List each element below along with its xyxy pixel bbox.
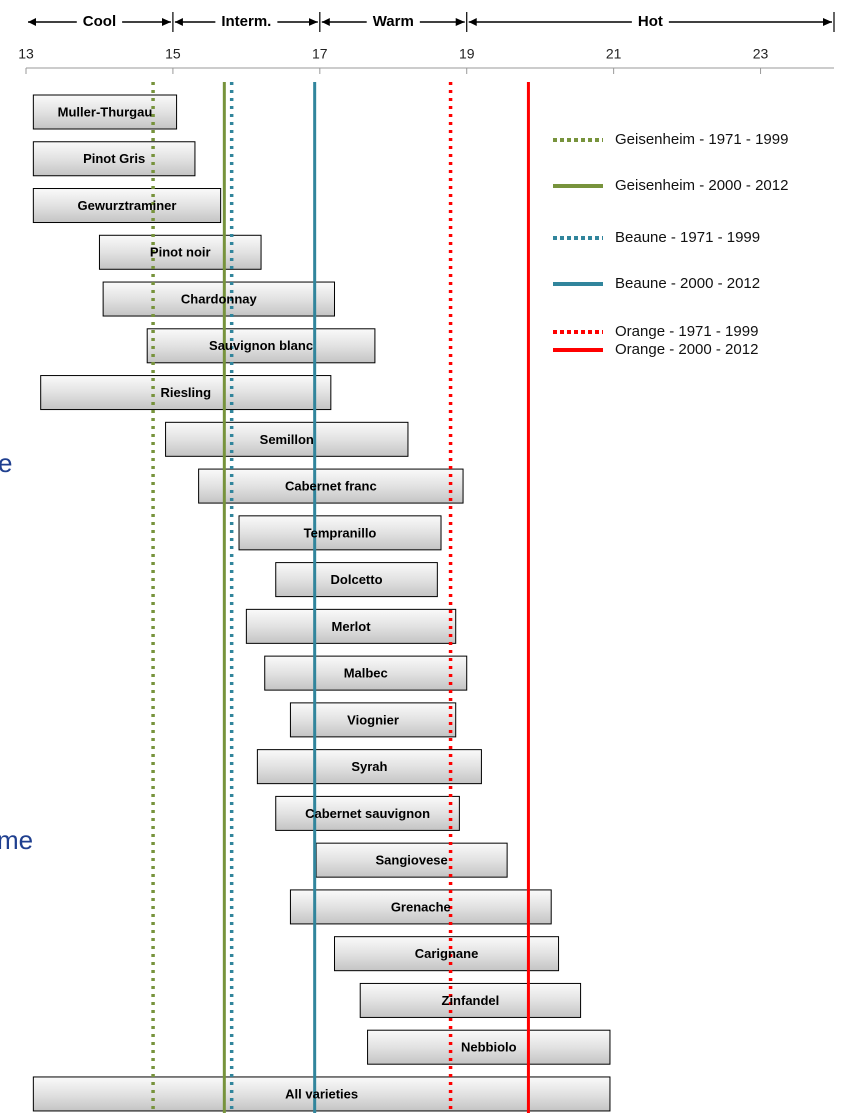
bar xyxy=(146,328,376,364)
bar xyxy=(334,936,560,972)
x-tick-label: 19 xyxy=(459,46,475,62)
bar-label: Chardonnay xyxy=(181,291,258,306)
legend-label: Orange - 2000 - 2012 xyxy=(615,341,758,358)
side-fragment: e xyxy=(0,448,12,478)
legend-label: Geisenheim - 2000 - 2012 xyxy=(615,177,788,194)
bar xyxy=(32,1076,611,1112)
bar xyxy=(275,795,460,831)
bar xyxy=(289,889,552,925)
bar-label: Carignane xyxy=(415,946,479,961)
bar xyxy=(198,468,464,504)
bar-label: Viognier xyxy=(347,712,399,727)
band-label-bg xyxy=(631,12,669,32)
bar xyxy=(289,702,457,738)
bar xyxy=(275,562,438,598)
band-label-bg xyxy=(215,12,278,32)
bar-label: Pinot noir xyxy=(150,245,211,260)
bar-label: Gewurztraminer xyxy=(78,198,177,213)
bar-label: Grenache xyxy=(391,899,451,914)
bar-label: Riesling xyxy=(160,385,211,400)
bar-label: Zinfandel xyxy=(442,993,500,1008)
bar-label: Sauvignon blanc xyxy=(209,338,313,353)
legend-label: Orange - 1971 - 1999 xyxy=(615,323,758,340)
bar xyxy=(359,982,582,1018)
bar-label: Muller-Thurgau xyxy=(58,104,153,119)
bar xyxy=(245,608,457,644)
legend-label: Geisenheim - 1971 - 1999 xyxy=(615,131,788,148)
x-tick-label: 13 xyxy=(18,46,34,62)
bar-label: Pinot Gris xyxy=(83,151,145,166)
bar xyxy=(238,515,442,551)
bar xyxy=(367,1029,611,1065)
bar-label: Syrah xyxy=(351,759,387,774)
band-label-bg xyxy=(366,12,420,32)
band-label: Hot xyxy=(638,13,663,30)
bar-label: Malbec xyxy=(344,666,388,681)
bar xyxy=(264,655,468,691)
band-label: Interm. xyxy=(221,13,271,30)
x-tick-label: 15 xyxy=(165,46,181,62)
bar-label: Semillon xyxy=(260,432,314,447)
x-tick-label: 21 xyxy=(606,46,622,62)
bar xyxy=(315,842,508,878)
bar xyxy=(32,141,196,177)
bar-label: All varieties xyxy=(285,1086,358,1101)
bar-label: Cabernet sauvignon xyxy=(305,806,430,821)
bar-label: Cabernet franc xyxy=(285,479,377,494)
bar-label: Nebbiolo xyxy=(461,1040,517,1055)
band-label: Warm xyxy=(373,13,414,30)
bar xyxy=(32,188,222,224)
x-tick-label: 23 xyxy=(753,46,769,62)
bar xyxy=(165,421,409,457)
side-fragment: me xyxy=(0,825,33,855)
bar-label: Merlot xyxy=(332,619,372,634)
band-label-bg xyxy=(76,12,123,32)
bar-label: Sangiovese xyxy=(376,853,448,868)
bar-label: Tempranillo xyxy=(304,525,377,540)
bar xyxy=(40,375,332,411)
legend-label: Beaune - 1971 - 1999 xyxy=(615,229,760,246)
bar xyxy=(256,749,482,785)
bar-label: Dolcetto xyxy=(331,572,383,587)
bar xyxy=(98,234,262,270)
bar xyxy=(102,281,336,317)
legend-label: Beaune - 2000 - 2012 xyxy=(615,275,760,292)
x-tick-label: 17 xyxy=(312,46,328,62)
band-label: Cool xyxy=(83,13,116,30)
